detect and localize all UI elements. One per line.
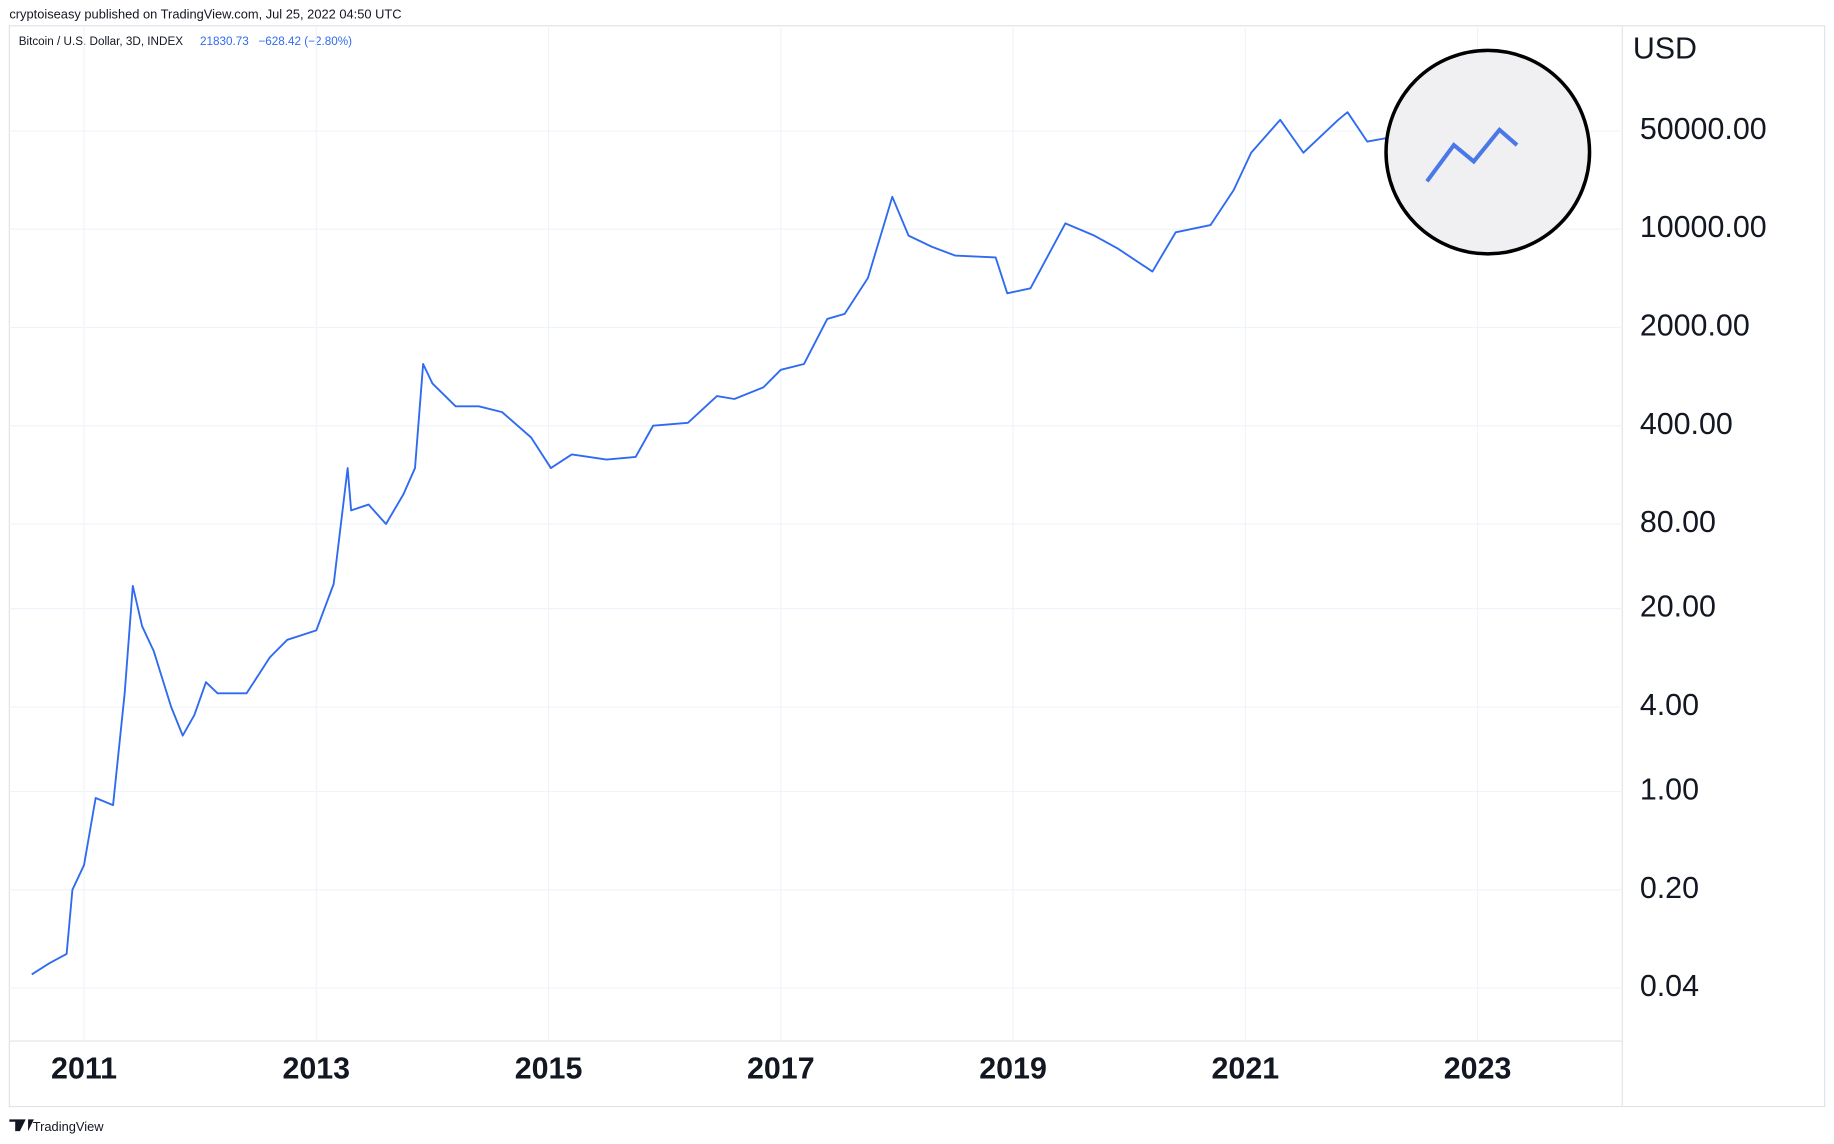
footer-brand: TradingView — [33, 1119, 104, 1134]
y-axis-label: USD — [1633, 31, 1697, 65]
x-tick-label: 2021 — [1212, 1051, 1280, 1085]
y-tick-label: 2000.00 — [1640, 309, 1750, 343]
x-tick-label: 2013 — [282, 1051, 350, 1085]
projection-sketch — [1425, 126, 1519, 183]
y-tick-label: 20.00 — [1640, 590, 1716, 624]
y-tick-label: 4.00 — [1640, 688, 1699, 722]
price-change: −628.42 (−2.80%) — [258, 35, 352, 48]
price-line — [31, 111, 1427, 976]
x-tick-label: 2019 — [979, 1051, 1047, 1085]
y-tick-label: 0.20 — [1640, 871, 1699, 905]
y-tick-label: 10000.00 — [1640, 210, 1767, 244]
y-tick-label: 50000.00 — [1640, 112, 1767, 146]
x-tick-label: 2023 — [1444, 1051, 1512, 1085]
y-tick-label: 1.00 — [1640, 773, 1699, 807]
chart-frame — [8, 25, 1826, 1108]
logo — [9, 1119, 34, 1132]
y-tick-label: 80.00 — [1640, 505, 1716, 539]
last-price: 21830.73 — [200, 35, 249, 48]
x-tick-label: 2015 — [515, 1051, 583, 1085]
symbol-name: Bitcoin / U.S. Dollar, 3D, INDEX — [19, 35, 184, 48]
x-tick-label: 2017 — [747, 1051, 815, 1085]
y-tick-label: 0.04 — [1640, 969, 1699, 1003]
highlight-circle — [1384, 48, 1592, 256]
y-tick-label: 400.00 — [1640, 407, 1733, 441]
published-note: cryptoiseasy published on TradingView.co… — [9, 7, 401, 22]
x-tick-label: 2011 — [51, 1051, 117, 1085]
sketch — [1384, 48, 1592, 256]
